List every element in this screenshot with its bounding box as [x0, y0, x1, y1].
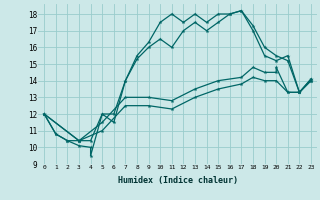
- X-axis label: Humidex (Indice chaleur): Humidex (Indice chaleur): [118, 176, 238, 185]
